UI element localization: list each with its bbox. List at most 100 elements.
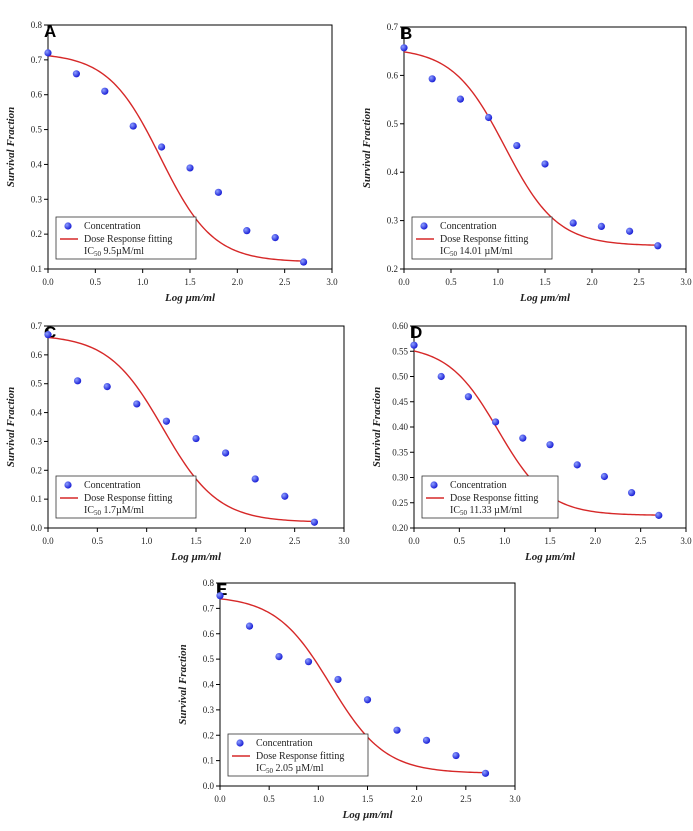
- chart-panel-c: 0.0 0.5 1.0 1.5 2.0 2.5 3.0 0.0 0.1 0.2 0.3 0.4 0.5 0…: [0, 318, 352, 563]
- data-point: [626, 227, 634, 235]
- y-tick-label: 0.45: [392, 397, 408, 407]
- y-tick-label: 0.25: [392, 498, 408, 508]
- y-tick-label: 0.7: [203, 603, 215, 613]
- chart-svg: 0.0 0.5 1.0 1.5 2.0 2.5 3.0 0.0 0.1 0.2 0.3 0.4 0.5 0…: [5, 321, 350, 563]
- x-tick-label: 3.0: [509, 794, 521, 804]
- data-point: [304, 658, 313, 666]
- x-tick-label: 1.0: [492, 277, 504, 287]
- legend-label-ic50: IC50 11.33 µM/ml: [450, 505, 522, 517]
- x-tick-label: 1.0: [141, 536, 153, 546]
- data-point: [334, 675, 342, 684]
- legend-label-concentration: Concentration: [440, 221, 497, 232]
- x-axis-title: Log µm/ml: [170, 551, 222, 563]
- y-tick-label: 0.3: [31, 194, 43, 204]
- x-axis-title: Log µm/ml: [519, 292, 571, 304]
- x-tick-label: 0.0: [398, 277, 410, 287]
- data-point: [513, 141, 521, 150]
- y-axis-title: Survival Fraction: [371, 387, 383, 467]
- legend-label-concentration: Concentration: [84, 221, 141, 232]
- x-tick-label: 2.0: [590, 536, 602, 546]
- x-tick-label: 2.0: [240, 536, 252, 546]
- x-tick-label: 1.5: [190, 536, 202, 546]
- x-tick-label: 0.0: [42, 536, 54, 546]
- chart-svg: 0.0 0.5 1.0 1.5 2.0 2.5 3.0 0.1 0.2 0.3 0.4 0.5 0.6 0…: [5, 20, 338, 304]
- data-point: [655, 511, 663, 519]
- y-tick-label: 0.8: [31, 20, 43, 30]
- y-axis-title: Survival Fraction: [361, 108, 373, 188]
- data-point: [129, 122, 137, 130]
- legend-marker-point: [64, 222, 72, 230]
- legend-marker-point: [420, 222, 428, 230]
- y-tick-label: 0.6: [31, 350, 43, 360]
- data-point: [281, 492, 289, 500]
- data-point: [186, 164, 194, 172]
- legend-label-ic50: IC50 14.01 µM/ml: [440, 246, 513, 258]
- y-tick-label: 0.6: [387, 70, 399, 80]
- data-point: [654, 242, 662, 250]
- y-tick-label: 0.0: [31, 523, 43, 533]
- data-point: [44, 49, 52, 57]
- x-tick-label: 2.5: [460, 794, 472, 804]
- data-point: [485, 113, 493, 122]
- y-tick-label: 0.7: [31, 55, 43, 65]
- data-point: [428, 75, 436, 83]
- y-tick-label: 0.4: [31, 159, 43, 169]
- y-tick-label: 0.5: [31, 125, 43, 135]
- data-point: [393, 726, 401, 734]
- y-tick-label: 0.50: [392, 372, 408, 382]
- data-point: [600, 472, 608, 481]
- fit-curve: [47, 55, 304, 262]
- y-tick-label: 0.35: [392, 447, 408, 457]
- data-point: [300, 258, 308, 266]
- y-tick-label: 0.6: [203, 629, 215, 639]
- data-point: [541, 160, 549, 168]
- y-tick-label: 0.4: [31, 408, 43, 418]
- x-tick-label: 0.5: [90, 277, 102, 287]
- legend-label-fit: Dose Response fitting: [84, 234, 172, 245]
- y-tick-label: 0.6: [31, 90, 43, 100]
- y-tick-label: 0.5: [31, 379, 43, 389]
- data-point: [310, 518, 318, 526]
- chart-panel-b: 0.0 0.5 1.0 1.5 2.0 2.5 3.0 0.2 0.3 0.4 0.5 0.6 0.7 L…: [352, 15, 692, 304]
- y-tick-label: 0.1: [31, 264, 42, 274]
- x-tick-label: 0.0: [214, 794, 226, 804]
- legend-marker-point: [236, 739, 244, 747]
- data-point: [162, 417, 170, 425]
- data-point: [569, 219, 577, 227]
- x-tick-label: 3.0: [338, 536, 350, 546]
- data-point: [251, 475, 259, 483]
- legend-marker-point: [64, 481, 72, 489]
- x-tick-label: 2.0: [586, 277, 598, 287]
- x-tick-label: 2.5: [633, 277, 645, 287]
- y-tick-label: 0.3: [203, 705, 215, 715]
- x-tick-label: 1.5: [362, 794, 374, 804]
- x-tick-label: 0.0: [42, 277, 54, 287]
- x-axis-title: Log µm/ml: [524, 551, 576, 563]
- x-tick-label: 1.5: [544, 536, 556, 546]
- x-tick-label: 2.5: [279, 277, 291, 287]
- data-point: [597, 222, 605, 231]
- data-point: [437, 372, 445, 381]
- chart-panel-a: 0.0 0.5 1.0 1.5 2.0 2.5 3.0 0.1 0.2 0.3 0.4 0.5 0.6 0…: [0, 15, 340, 304]
- data-point: [216, 592, 224, 600]
- y-axis-title: Survival Fraction: [5, 107, 17, 187]
- y-tick-label: 0.55: [392, 346, 408, 356]
- legend-label-fit: Dose Response fitting: [256, 751, 344, 762]
- y-tick-label: 0.1: [203, 756, 214, 766]
- x-tick-label: 2.0: [411, 794, 423, 804]
- y-tick-label: 0.5: [387, 119, 399, 129]
- data-point: [192, 434, 200, 443]
- data-point: [74, 377, 82, 385]
- data-point: [422, 736, 431, 744]
- fit-curve: [219, 598, 486, 774]
- y-tick-label: 0.2: [203, 730, 214, 740]
- x-axis-title: Log µm/ml: [164, 292, 216, 304]
- legend-label-concentration: Concentration: [84, 480, 141, 491]
- x-tick-label: 0.5: [445, 277, 457, 287]
- x-axis-title: Log µm/ml: [341, 809, 393, 821]
- chart-svg: 0.0 0.5 1.0 1.5 2.0 2.5 3.0 0.0 0.1 0.2 0.3 0.4 0.5 0…: [177, 578, 521, 821]
- panel-letter: E: [216, 580, 227, 599]
- data-point: [573, 461, 581, 469]
